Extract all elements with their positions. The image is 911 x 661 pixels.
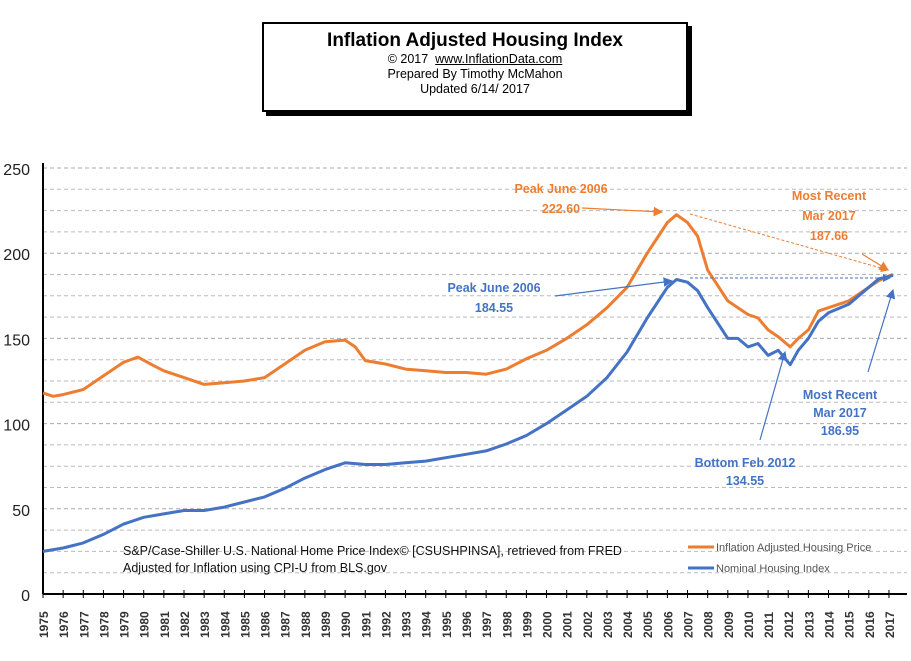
x-tick-label: 2009 bbox=[722, 611, 736, 638]
annotation-label: Mar 2017 bbox=[802, 209, 856, 223]
x-tick-label: 1976 bbox=[57, 611, 71, 638]
annotation-label: 184.55 bbox=[475, 301, 513, 315]
x-tick-label: 2014 bbox=[823, 611, 837, 638]
y-tick-label: 250 bbox=[3, 162, 30, 179]
y-tick-label: 0 bbox=[21, 588, 30, 605]
annotation-label: 222.60 bbox=[542, 202, 580, 216]
x-tick-label: 2003 bbox=[601, 611, 615, 638]
inflation-adjusted-line bbox=[42, 213, 894, 398]
annotation-label: Most Recent bbox=[792, 189, 867, 203]
annotation-label: Bottom Feb 2012 bbox=[695, 456, 796, 470]
annotation-label: Most Recent bbox=[803, 388, 878, 402]
x-tick-label: 1990 bbox=[339, 611, 353, 638]
updated-date: Updated 6/14/ 2017 bbox=[420, 82, 530, 96]
title-box: Inflation Adjusted Housing Index © 2017 … bbox=[262, 22, 688, 112]
x-tick-label: 2005 bbox=[641, 611, 655, 638]
y-tick-label: 200 bbox=[3, 247, 30, 264]
annotation-arrow bbox=[867, 288, 896, 373]
x-tick-label: 2010 bbox=[742, 611, 756, 638]
x-tick-label: 1986 bbox=[259, 611, 273, 638]
legend-label: Inflation Adjusted Housing Price bbox=[716, 542, 871, 554]
x-tick-label: 2007 bbox=[682, 611, 696, 638]
x-tick-label: 2004 bbox=[621, 611, 635, 638]
x-tick-label: 1999 bbox=[520, 611, 534, 638]
annotation-label: Mar 2017 bbox=[813, 406, 867, 420]
x-tick-label: 2013 bbox=[802, 611, 816, 638]
x-tick-label: 1978 bbox=[97, 611, 111, 638]
legend-label: Nominal Housing Index bbox=[716, 563, 830, 575]
annotation-arrow bbox=[554, 277, 674, 297]
x-tick-label: 2015 bbox=[843, 611, 857, 638]
x-tick-label: 1997 bbox=[480, 611, 494, 638]
x-tick-label: 1991 bbox=[359, 611, 373, 638]
y-tick-label: 150 bbox=[3, 332, 30, 349]
annotation-arrow bbox=[581, 206, 664, 217]
annotation-label: Peak June 2006 bbox=[514, 182, 607, 196]
x-tick-label: 2002 bbox=[581, 611, 595, 638]
x-tick-label: 1996 bbox=[460, 611, 474, 638]
source-note: S&P/Case-Shiller U.S. National Home Pric… bbox=[123, 544, 622, 558]
x-tick-label: 1985 bbox=[238, 611, 252, 638]
annotation-dashed-arrow bbox=[689, 213, 889, 272]
prepared-by: Prepared By Timothy McMahon bbox=[387, 67, 563, 81]
x-tick-label: 1981 bbox=[158, 611, 172, 638]
x-tick-label: 1995 bbox=[440, 611, 454, 638]
x-tick-label: 1982 bbox=[178, 611, 192, 638]
x-tick-label: 2011 bbox=[762, 612, 776, 638]
x-tick-label: 1977 bbox=[77, 611, 91, 638]
chart-title: Inflation Adjusted Housing Index bbox=[327, 30, 623, 51]
y-tick-label: 100 bbox=[3, 418, 30, 435]
x-tick-label: 1975 bbox=[37, 611, 51, 638]
x-tick-label: 2017 bbox=[883, 611, 897, 638]
annotation-label: 134.55 bbox=[726, 474, 764, 488]
x-tick-label: 1983 bbox=[198, 611, 212, 638]
x-tick-label: 2016 bbox=[863, 611, 877, 638]
x-tick-label: 1984 bbox=[218, 611, 232, 638]
x-tick-label: 2008 bbox=[702, 611, 716, 638]
x-tick-label: 1994 bbox=[420, 611, 434, 638]
x-tick-label: 2001 bbox=[561, 611, 575, 638]
x-tick-label: 1980 bbox=[138, 611, 152, 638]
source-note: Adjusted for Inflation using CPI-U from … bbox=[123, 561, 388, 575]
y-tick-label: 50 bbox=[12, 503, 30, 520]
x-tick-label: 1988 bbox=[299, 611, 313, 638]
x-tick-label: 1998 bbox=[500, 611, 514, 638]
annotation-label: 187.66 bbox=[810, 229, 848, 243]
x-tick-label: 2012 bbox=[782, 611, 796, 638]
website-link[interactable]: www.InflationData.com bbox=[435, 52, 563, 66]
annotation-label: Peak June 2006 bbox=[447, 281, 540, 295]
copyright: © 2017 bbox=[387, 52, 429, 66]
x-tick-label: 1993 bbox=[400, 611, 414, 638]
x-tick-label: 1989 bbox=[319, 611, 333, 638]
annotation-arrow bbox=[759, 350, 788, 441]
x-tick-label: 1979 bbox=[118, 611, 132, 638]
x-tick-label: 2000 bbox=[541, 611, 555, 638]
x-tick-label: 1987 bbox=[279, 611, 293, 638]
x-tick-label: 1992 bbox=[379, 611, 393, 638]
annotation-label: 186.95 bbox=[821, 424, 859, 438]
annotation-arrow bbox=[861, 253, 890, 271]
x-tick-label: 2006 bbox=[661, 611, 675, 638]
